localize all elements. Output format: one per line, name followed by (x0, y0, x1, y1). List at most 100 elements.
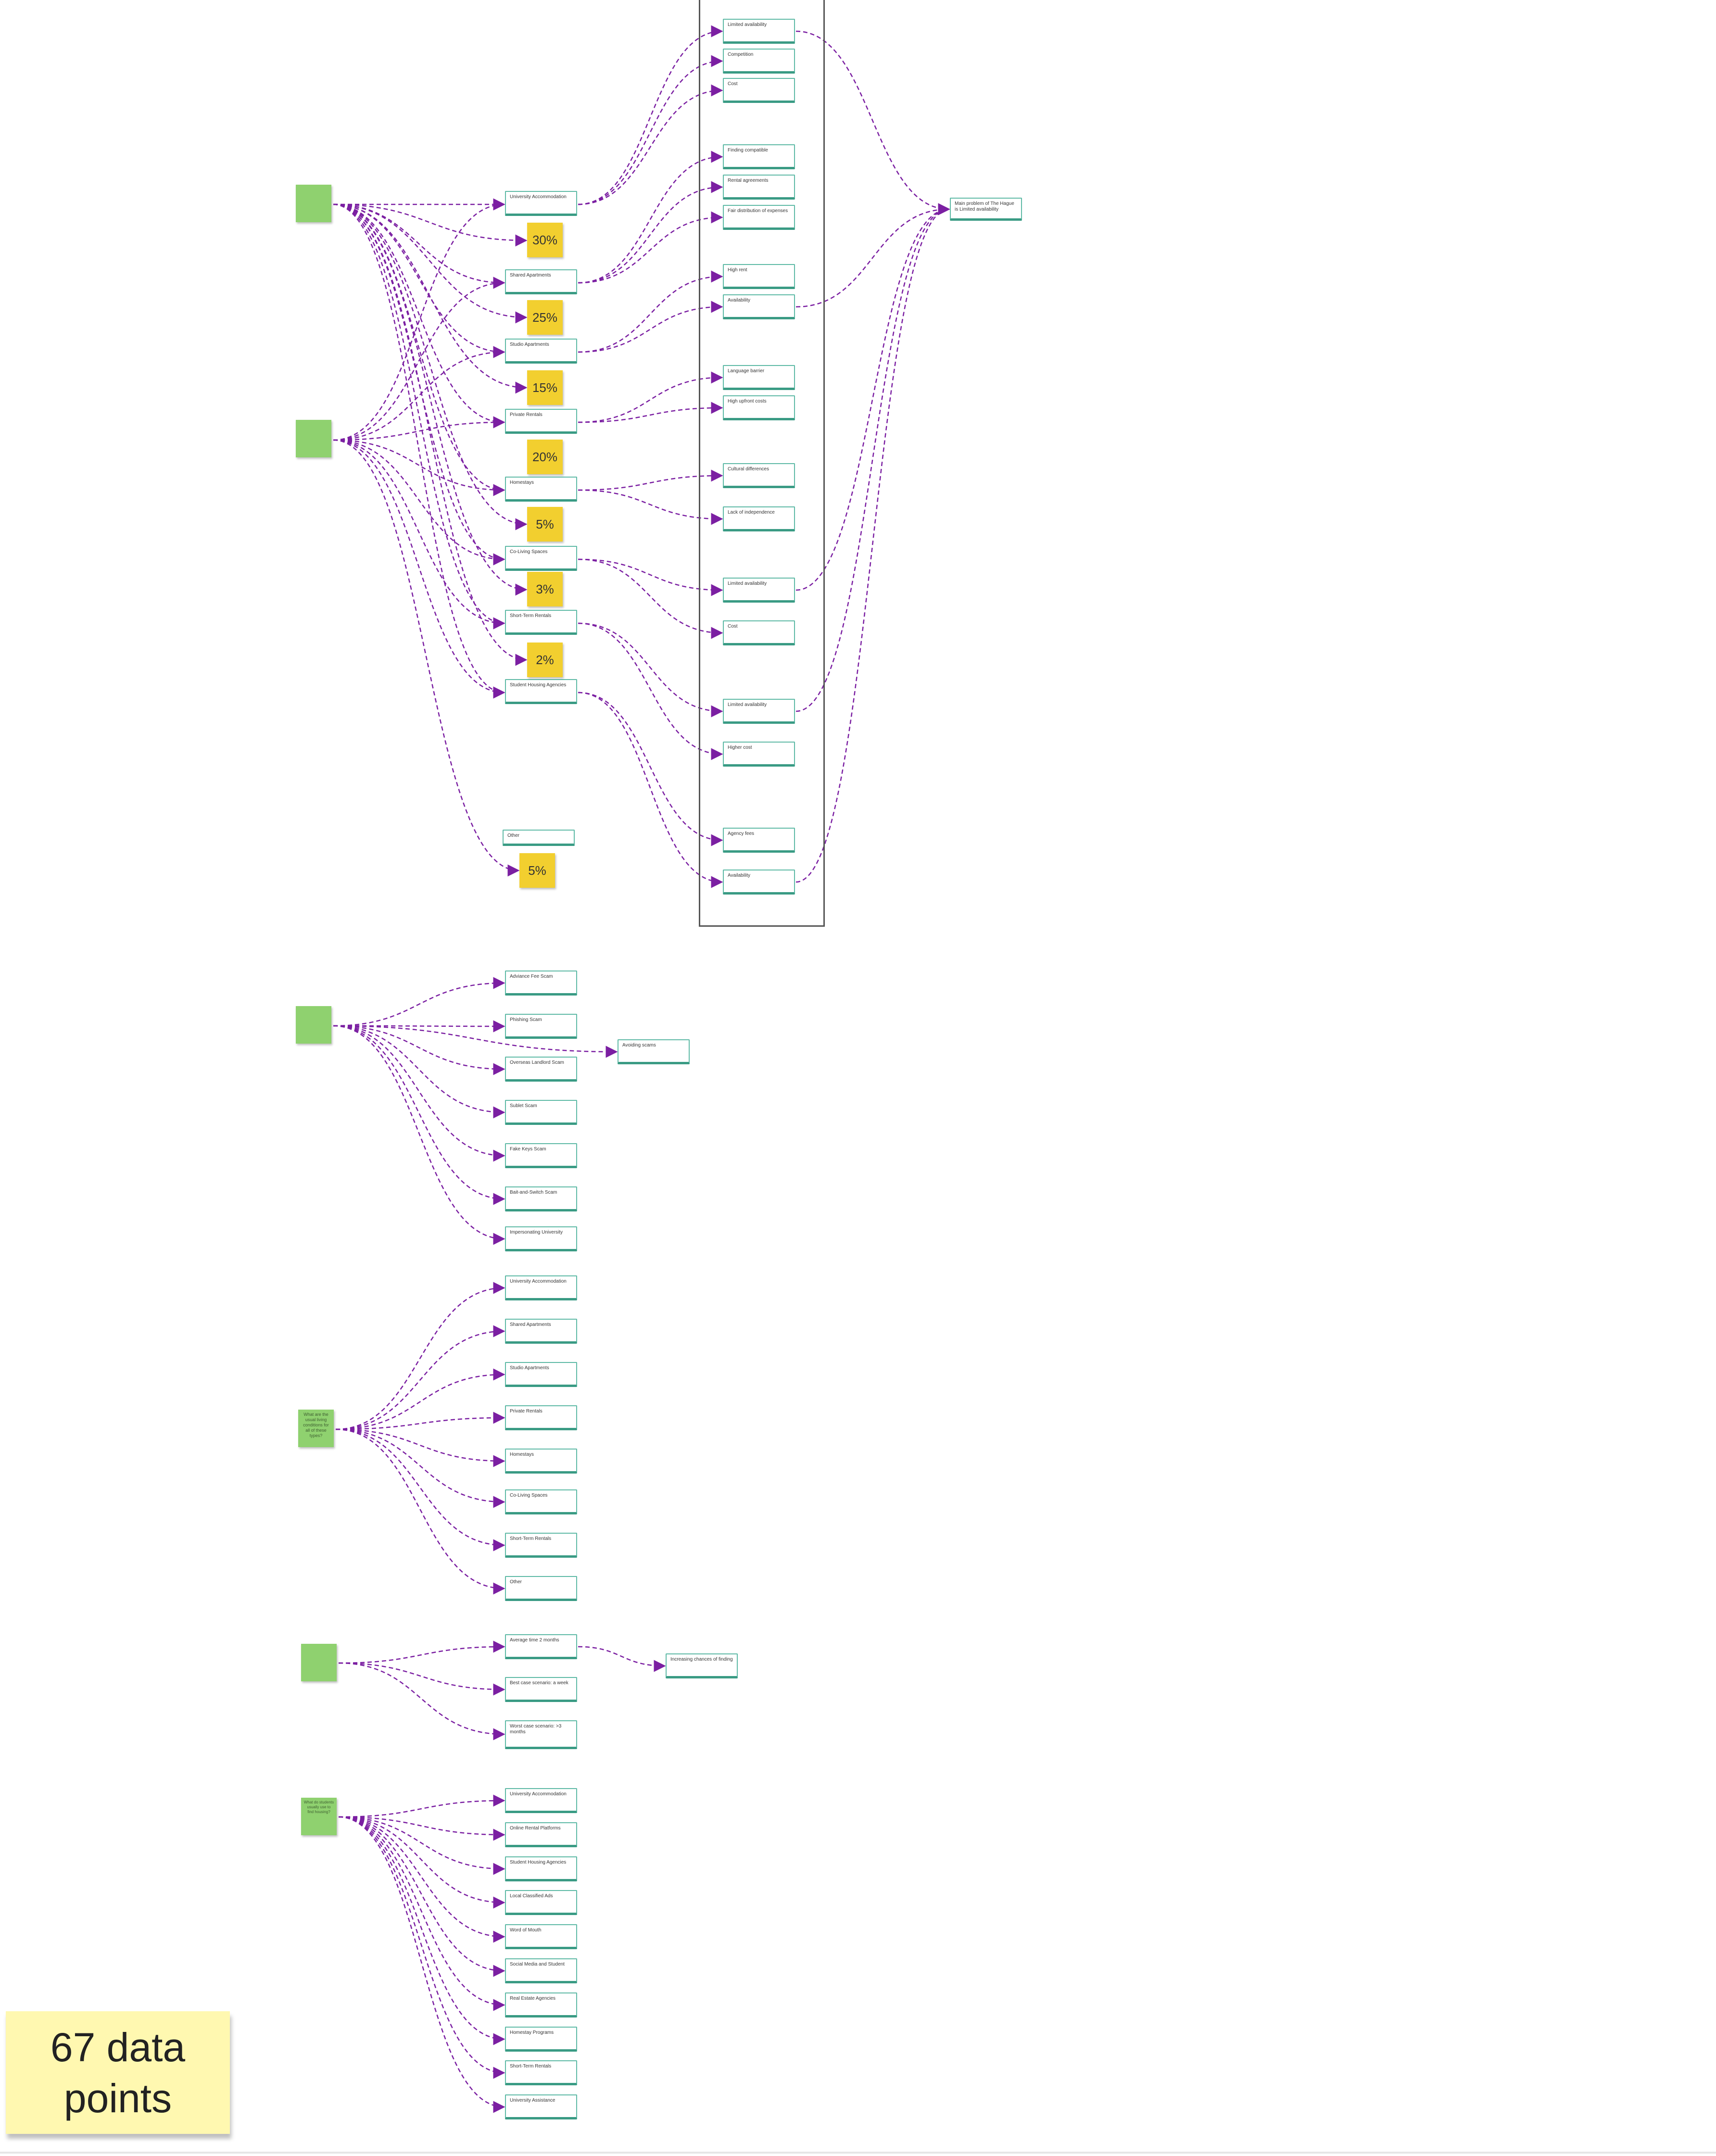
avoid-scams-node[interactable]: Avoiding scams (618, 1039, 690, 1064)
type-node[interactable]: Shared Apartments (505, 1319, 577, 1344)
type-node[interactable]: Other (505, 1576, 577, 1601)
type-node[interactable]: Homestays (505, 1449, 577, 1474)
node-label: Phishing Scam (510, 1017, 542, 1022)
scam-node[interactable]: Overseas Landlord Scam (505, 1057, 577, 1082)
duration-node[interactable]: Best case scenario: a week (505, 1677, 577, 1702)
percentage-sticky[interactable]: 5% (519, 853, 555, 888)
platform-node[interactable]: Real Estate Agencies (505, 1992, 577, 2017)
percentage-sticky[interactable]: 5% (527, 507, 563, 542)
challenge-node[interactable]: Cultural differences (723, 463, 795, 488)
node-label: University Accommodation (510, 194, 567, 200)
connector-edge (333, 439, 505, 630)
platform-node[interactable]: Local Classified Ads (505, 1890, 577, 1915)
challenge-node[interactable]: Cost (723, 78, 795, 103)
connector-edge (333, 203, 528, 596)
connector-edge (578, 371, 723, 423)
question-sticky-1[interactable] (296, 185, 331, 222)
challenge-node[interactable]: Lack of independence (723, 506, 795, 531)
challenge-node[interactable]: Cost (723, 620, 795, 645)
percentage-sticky[interactable]: 15% (527, 370, 563, 405)
percentage-label: 3% (536, 581, 554, 596)
percentage-sticky[interactable]: 3% (527, 572, 563, 606)
question-sticky-text: What do students usually use to find hou… (303, 1800, 334, 1814)
node-label: Agency fees (728, 831, 755, 836)
connector-edge (338, 1662, 505, 1740)
challenge-node[interactable]: Limited availability (723, 578, 795, 603)
challenge-node[interactable]: Availability (723, 294, 795, 319)
type-node[interactable]: Studio Apartments (505, 1362, 577, 1387)
challenge-node[interactable]: Finding compatible (723, 144, 795, 169)
question-sticky-4[interactable]: What are the usual living conditions for… (298, 1410, 334, 1447)
node-label: University Accommodation (510, 1791, 567, 1797)
node-university-accommodation[interactable]: University Accommodation (505, 191, 577, 216)
connector-edge (333, 203, 505, 566)
scam-node[interactable]: Phishing Scam (505, 1014, 577, 1039)
node-co-living[interactable]: Co-Living Spaces (505, 546, 577, 571)
data-points-sticky[interactable]: 67 data points (6, 2011, 230, 2134)
connector-edge (338, 1816, 505, 2113)
node-label: Average time 2 months (510, 1638, 559, 1643)
node-short-term-rentals[interactable]: Short-Term Rentals (505, 610, 577, 635)
duration-node[interactable]: Worst case scenario: >3 months (505, 1720, 577, 1749)
node-label: Availability (728, 298, 751, 303)
challenge-node[interactable]: Rental agreements (723, 175, 795, 200)
platform-node[interactable]: Online Rental Platforms (505, 1822, 577, 1847)
platform-node[interactable]: Homestay Programs (505, 2027, 577, 2052)
node-student-housing-agencies[interactable]: Student Housing Agencies (505, 679, 577, 704)
platform-node[interactable]: Word of Mouth (505, 1924, 577, 1949)
percentage-sticky[interactable]: 2% (527, 643, 563, 677)
scam-node[interactable]: Bait-and-Switch Scam (505, 1186, 577, 1211)
node-label: Adviance Fee Scam (510, 974, 553, 979)
type-node[interactable]: Short-Term Rentals (505, 1533, 577, 1558)
percentage-sticky[interactable]: 25% (527, 300, 563, 335)
challenge-node[interactable]: Competition (723, 49, 795, 74)
percentage-sticky[interactable]: 20% (527, 440, 563, 474)
challenge-node[interactable]: Agency fees (723, 828, 795, 853)
type-node[interactable]: Private Rentals (505, 1405, 577, 1430)
node-label: Shared Apartments (510, 273, 551, 278)
scam-node[interactable]: Adviance Fee Scam (505, 971, 577, 996)
challenge-node[interactable]: Language barrier (723, 365, 795, 390)
node-other[interactable]: Other (503, 830, 575, 846)
node-label: Cultural differences (728, 467, 769, 472)
connector-edge (338, 1816, 505, 1943)
platform-node[interactable]: University Accommodation (505, 1788, 577, 1813)
challenge-node[interactable]: Limited availability (723, 19, 795, 44)
question-sticky-text (318, 1646, 319, 1650)
platform-node[interactable]: University Assistance (505, 2094, 577, 2119)
increase-chances-node[interactable]: Increasing chances of finding (666, 1653, 738, 1678)
connector-edge (333, 416, 505, 441)
percentage-sticky[interactable]: 30% (527, 223, 563, 257)
question-sticky-6[interactable]: What do students usually use to find hou… (301, 1798, 337, 1835)
node-label: Finding compatible (728, 148, 768, 153)
challenge-node[interactable]: High upfront costs (723, 395, 795, 420)
challenge-node[interactable]: Limited availability (723, 699, 795, 724)
scam-node[interactable]: Impersonating University (505, 1226, 577, 1251)
platform-node[interactable]: Student Housing Agencies (505, 1856, 577, 1881)
challenge-node[interactable]: High rent (723, 264, 795, 289)
type-node[interactable]: Co-Living Spaces (505, 1489, 577, 1514)
summary-node[interactable]: Main problem of The Hague is Limited ava… (950, 198, 1022, 221)
platform-node[interactable]: Social Media and Student (505, 1958, 577, 1983)
scam-node[interactable]: Fake Keys Scam (505, 1143, 577, 1168)
question-sticky-3[interactable] (296, 1006, 331, 1044)
duration-node[interactable]: Average time 2 months (505, 1634, 577, 1659)
type-node[interactable]: University Accommodation (505, 1275, 577, 1300)
challenge-node[interactable]: Higher cost (723, 742, 795, 767)
node-label: Student Housing Agencies (510, 682, 567, 688)
node-shared-apartments[interactable]: Shared Apartments (505, 269, 577, 294)
platform-node[interactable]: Short-Term Rentals (505, 2060, 577, 2085)
node-studio-apartments[interactable]: Studio Apartments (505, 339, 577, 364)
question-sticky-2[interactable] (296, 420, 331, 457)
connector-edge (333, 1025, 618, 1058)
challenge-node[interactable]: Availability (723, 870, 795, 895)
connector-edge (578, 211, 723, 284)
question-sticky-5[interactable] (301, 1644, 337, 1681)
connector-edge (333, 439, 505, 496)
scam-node[interactable]: Sublet Scam (505, 1100, 577, 1125)
node-label: High rent (728, 267, 747, 273)
node-private-rentals[interactable]: Private Rentals (505, 409, 577, 434)
connector-edge (338, 1816, 505, 1909)
node-homestays[interactable]: Homestays (505, 477, 577, 502)
challenge-node[interactable]: Fair distribution of expenses (723, 205, 795, 230)
